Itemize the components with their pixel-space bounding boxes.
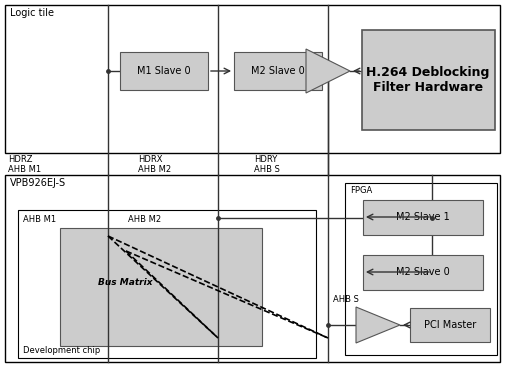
Bar <box>5 5 499 153</box>
Text: Bus Matrix: Bus Matrix <box>98 278 152 287</box>
Bar <box>361 30 494 130</box>
Text: AHB S: AHB S <box>332 295 358 304</box>
Bar <box>5 175 499 362</box>
Text: AHB M1: AHB M1 <box>23 215 56 224</box>
Bar <box>362 200 482 235</box>
Bar <box>233 52 321 90</box>
Bar <box>409 308 489 342</box>
Bar <box>18 210 316 358</box>
Bar <box>60 228 262 346</box>
Text: M2 Slave 1: M2 Slave 1 <box>395 212 449 222</box>
Text: FPGA: FPGA <box>349 186 372 195</box>
Text: HDRY
AHB S: HDRY AHB S <box>254 155 279 175</box>
Polygon shape <box>306 49 349 93</box>
Bar <box>362 255 482 290</box>
Text: HDRZ
AHB M1: HDRZ AHB M1 <box>8 155 41 175</box>
Text: VPB926EJ-S: VPB926EJ-S <box>10 178 66 188</box>
Text: M2 Slave 0: M2 Slave 0 <box>395 267 449 277</box>
Text: PCI Master: PCI Master <box>423 320 475 330</box>
Text: M2 Slave 0: M2 Slave 0 <box>250 66 305 76</box>
Text: H.264 Deblocking
Filter Hardware: H.264 Deblocking Filter Hardware <box>366 66 489 94</box>
Text: AHB M2: AHB M2 <box>128 215 161 224</box>
Polygon shape <box>356 307 399 343</box>
Text: Development chip: Development chip <box>23 346 100 355</box>
Text: M1 Slave 0: M1 Slave 0 <box>137 66 190 76</box>
Text: Logic tile: Logic tile <box>10 8 54 18</box>
Text: HDRX
AHB M2: HDRX AHB M2 <box>138 155 171 175</box>
Bar <box>344 183 496 355</box>
Bar <box>120 52 208 90</box>
